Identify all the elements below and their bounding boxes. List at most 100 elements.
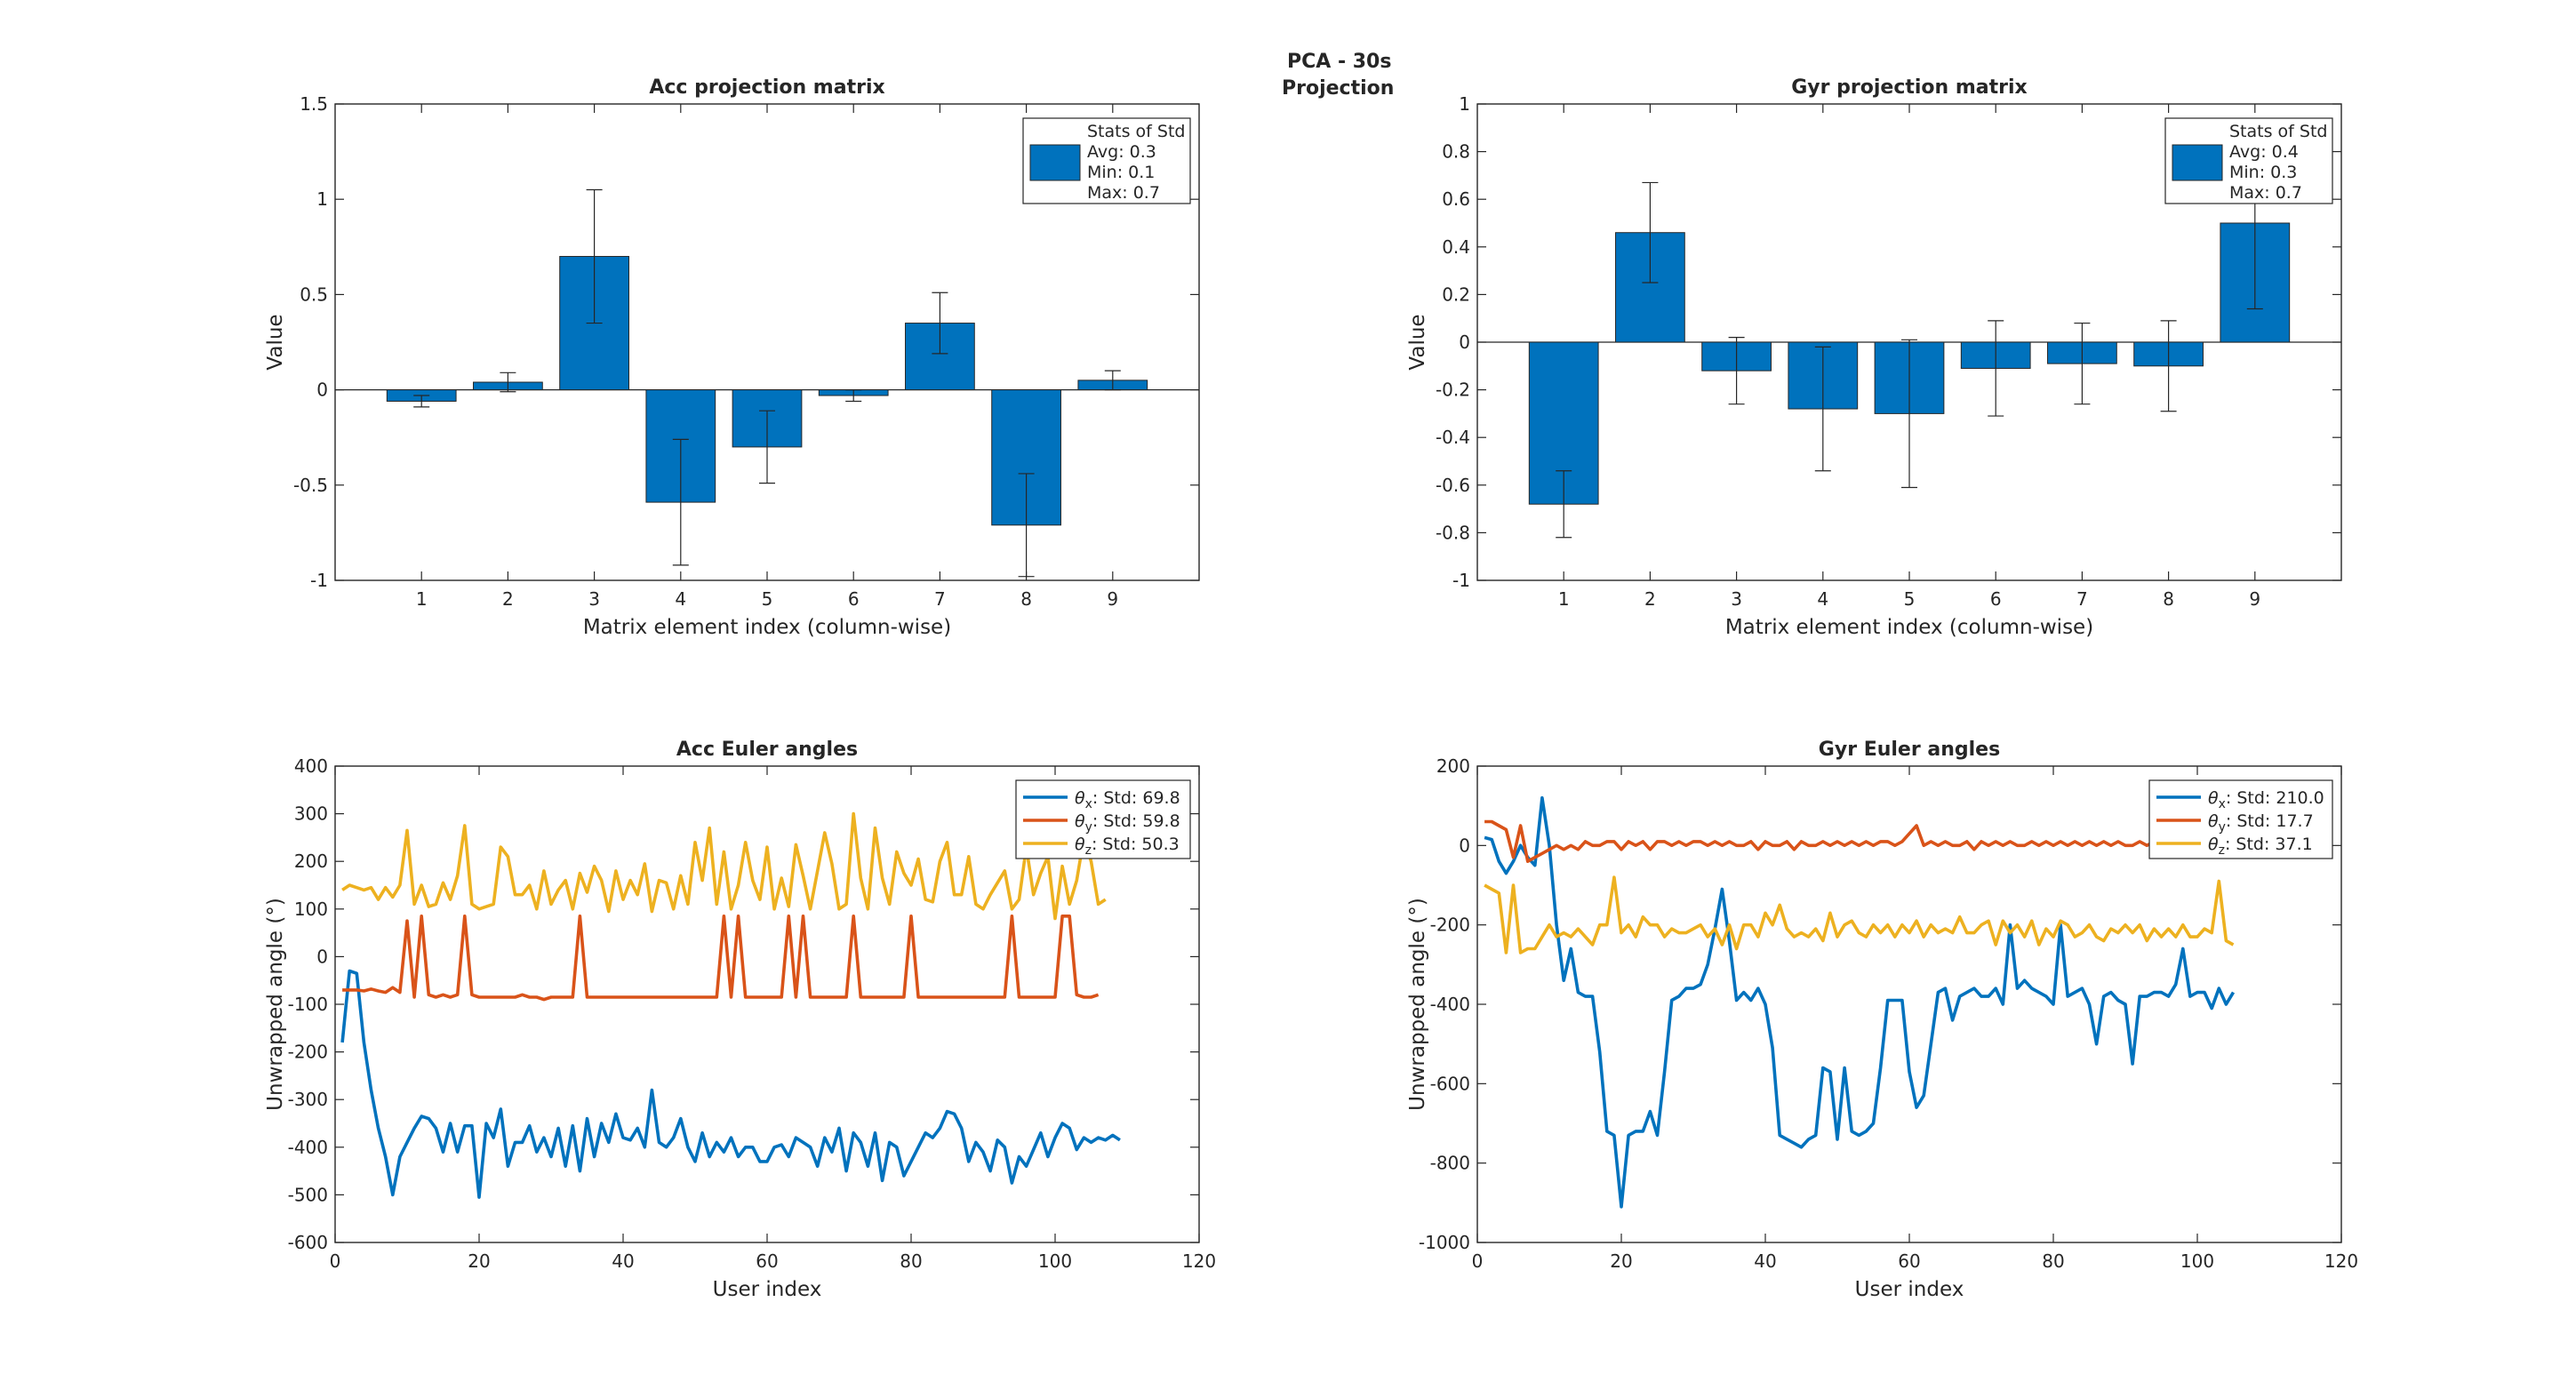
acc-projection-ytick-label-1: -0.5 (293, 475, 328, 496)
gyr-projection-title: Gyr projection matrix (1791, 76, 2027, 99)
gyr-projection-xtick-label-9: 9 (2249, 588, 2260, 610)
acc-euler-ylabel: Unwrapped angle (°) (264, 898, 287, 1111)
gyr-projection-xtick-label-3: 3 (1731, 588, 1742, 610)
acc-euler-ytick-label-8: 200 (294, 851, 328, 872)
gyr-euler-ytick-label-4: -200 (1430, 915, 1470, 936)
acc-euler-xtick-label-1: 20 (468, 1250, 490, 1272)
gyr-projection-chart: Gyr projection matrix Matrix element inde… (1406, 76, 2342, 639)
acc-euler-ytick-label-2: -400 (288, 1137, 328, 1158)
gyr-euler-chart: Gyr Euler angles User index Unwrapped angl… (1406, 739, 2358, 1301)
gyr-euler-xlabel: User index (1855, 1278, 1964, 1301)
acc-projection-legend-avg: Avg: 0.3 (1087, 142, 1156, 162)
acc-euler-xtick-label-4: 80 (900, 1250, 922, 1272)
acc-euler-ytick-label-5: -100 (288, 994, 328, 1015)
acc-projection-title: Acc projection matrix (649, 76, 884, 99)
acc-projection-xtick-label-9: 9 (1107, 588, 1118, 610)
gyr-euler-series-y-line (1484, 819, 2234, 864)
acc-euler-ytick-label-3: -300 (288, 1089, 328, 1110)
acc-projection-legend-header: Stats of Std (1087, 122, 1185, 141)
gyr-projection-xtick-label-2: 2 (1644, 588, 1656, 610)
gyr-projection-xtick-label-7: 7 (2076, 588, 2088, 610)
acc-euler-ytick-label-1: -500 (288, 1184, 328, 1205)
gyr-projection-xlabel: Matrix element index (column-wise) (1725, 616, 2093, 639)
acc-euler-series-x-line (340, 969, 1121, 1199)
acc-projection-xtick-label-4: 4 (675, 588, 686, 610)
gyr-projection-ytick-label-10: 1 (1459, 93, 1470, 115)
acc-projection-xtick-label-8: 8 (1020, 588, 1032, 610)
gyr-projection-legend-max: Max: 0.7 (2229, 183, 2302, 203)
acc-projection-ytick-label-3: 0.5 (300, 284, 328, 305)
gyr-projection-ytick-label-8: 0.6 (1442, 188, 1470, 210)
gyr-euler-legend-label-y: θy: Std: 17.7 (2208, 811, 2314, 835)
acc-projection-xtick-label-2: 2 (502, 588, 514, 610)
gyr-projection-ytick-label-4: -0.2 (1436, 379, 1470, 401)
acc-projection-xtick-label-6: 6 (848, 588, 860, 610)
acc-projection-xtick-label-7: 7 (934, 588, 946, 610)
acc-projection-legend-swatch (1029, 144, 1081, 181)
gyr-euler-title: Gyr Euler angles (1819, 739, 2000, 761)
acc-projection-xtick-label-3: 3 (588, 588, 600, 610)
acc-projection-ytick-label-4: 1 (316, 188, 328, 210)
acc-projection-xtick-label-5: 5 (762, 588, 773, 610)
acc-projection-ytick-label-5: 1.5 (300, 93, 328, 115)
gyr-euler-xtick-label-6: 120 (2324, 1250, 2358, 1272)
acc-projection-ylabel: Value (264, 314, 287, 370)
acc-projection-legend-min: Min: 0.1 (1087, 163, 1155, 182)
acc-euler-chart: Acc Euler angles User index Unwrapped angl… (264, 739, 1216, 1301)
acc-projection-ytick-label-0: -1 (310, 570, 328, 591)
gyr-euler-series-x-line (1484, 795, 2236, 1209)
gyr-euler-xtick-label-3: 60 (1898, 1250, 1920, 1272)
gyr-euler-ytick-label-1: -800 (1430, 1153, 1470, 1174)
gyr-euler-legend-label-x: θx: Std: 210.0 (2208, 788, 2324, 811)
gyr-projection-legend-header: Stats of Std (2229, 122, 2327, 141)
gyr-euler-ytick-label-6: 200 (1436, 755, 1470, 777)
acc-euler-xtick-label-0: 0 (330, 1250, 341, 1272)
gyr-euler-ytick-label-5: 0 (1459, 835, 1470, 856)
gyr-euler-series-z-line (1484, 875, 2235, 955)
acc-projection-legend-max: Max: 0.7 (1087, 183, 1160, 203)
acc-euler-ytick-label-0: -600 (288, 1232, 328, 1253)
gyr-projection-ytick-label-5: 0 (1459, 332, 1470, 353)
acc-euler-ytick-label-4: -200 (288, 1042, 328, 1063)
gyr-projection-ytick-label-6: 0.2 (1442, 284, 1470, 305)
gyr-projection-ytick-label-0: -1 (1452, 570, 1470, 591)
acc-euler-ytick-label-9: 300 (294, 803, 328, 825)
gyr-euler-xtick-label-5: 100 (2180, 1250, 2214, 1272)
gyr-euler-ytick-label-2: -600 (1430, 1073, 1470, 1094)
acc-euler-series-z-line (341, 811, 1107, 921)
acc-projection-ytick-label-2: 0 (316, 379, 328, 401)
gyr-projection-xtick-label-8: 8 (2163, 588, 2174, 610)
gyr-euler-legend-label-z: θz: Std: 37.1 (2208, 835, 2313, 858)
gyr-euler-xtick-label-1: 20 (1610, 1250, 1632, 1272)
acc-euler-xtick-label-6: 120 (1182, 1250, 1216, 1272)
gyr-euler-ytick-label-0: -1000 (1419, 1232, 1470, 1253)
acc-euler-xlabel: User index (713, 1278, 822, 1301)
gyr-projection-ytick-label-1: -0.8 (1436, 522, 1470, 543)
acc-euler-xtick-label-2: 40 (612, 1250, 634, 1272)
charts-group: Acc projection matrix Matrix element inde… (264, 76, 2358, 1301)
gyr-euler-xtick-label-0: 0 (1472, 1250, 1484, 1272)
gyr-euler-ytick-label-3: -400 (1430, 994, 1470, 1015)
acc-euler-ytick-label-10: 400 (294, 755, 328, 777)
acc-euler-legend-label-z: θz: Std: 50.3 (1075, 835, 1180, 858)
acc-euler-legend-label-y: θy: Std: 59.8 (1075, 811, 1180, 835)
acc-euler-xtick-label-3: 60 (756, 1250, 778, 1272)
gyr-projection-ytick-label-2: -0.6 (1436, 475, 1470, 496)
acc-projection-chart: Acc projection matrix Matrix element inde… (264, 76, 1200, 639)
gyr-projection-xtick-label-4: 4 (1817, 588, 1828, 610)
gyr-projection-legend-avg: Avg: 0.4 (2229, 142, 2299, 162)
gyr-projection-ytick-label-3: -0.4 (1436, 427, 1470, 448)
acc-euler-legend: θx: Std: 69.8θy: Std: 59.8θz: Std: 50.3 (1015, 779, 1191, 859)
gyr-euler-ylabel: Unwrapped angle (°) (1406, 898, 1429, 1111)
gyr-projection-ytick-label-9: 0.8 (1442, 141, 1470, 163)
acc-euler-ytick-label-6: 0 (316, 946, 328, 967)
gyr-euler-xtick-label-4: 80 (2042, 1250, 2064, 1272)
acc-euler-ytick-label-7: 100 (294, 899, 328, 920)
gyr-euler-legend: θx: Std: 210.0θy: Std: 17.7θz: Std: 37.1 (2148, 779, 2333, 859)
gyr-projection-legend-swatch (2172, 144, 2223, 181)
figure-title-line1: PCA - 30s (1287, 51, 1391, 73)
acc-euler-series-y-line (342, 915, 1100, 1002)
